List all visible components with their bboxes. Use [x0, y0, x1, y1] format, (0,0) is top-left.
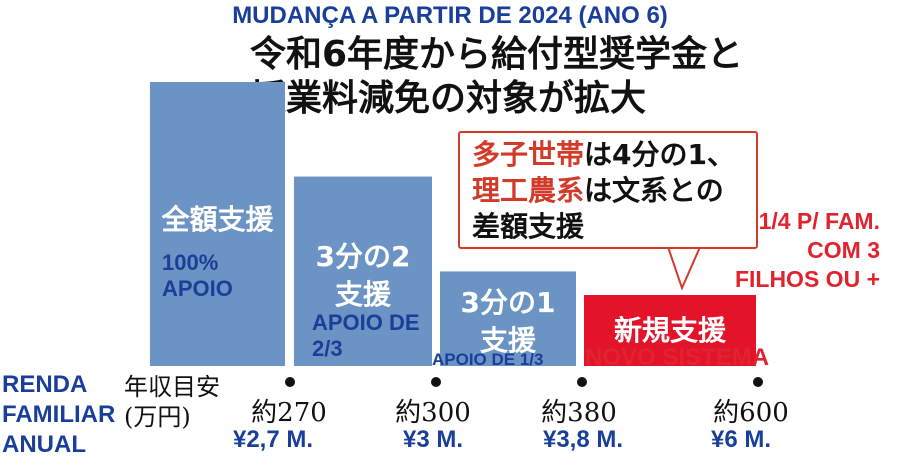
tick-label-pt-270: ¥2,7 M.: [232, 426, 314, 453]
tick-dot-0: [285, 377, 295, 387]
bar-label-jp-full: 全額支援: [161, 203, 274, 236]
bar-3: [584, 295, 756, 366]
bar-label-pt-full: 100% APOIO: [162, 250, 233, 301]
callout-translation: 1/4 P/ FAM. COM 3 FILHOS OU +: [734, 208, 880, 292]
tick-dot-2: [577, 377, 587, 387]
callout-pointer: [667, 246, 701, 291]
bar-label-jp-two-thirds: 3分の2 支援: [315, 240, 411, 311]
bar-label-pt-new: NOVO SISTEMA: [585, 344, 770, 371]
x-axis-label-pt: RENDA FAMILIAR ANUAL: [2, 371, 116, 458]
bar-2: [440, 271, 576, 366]
tick-label-jp-270: 約270: [251, 398, 327, 428]
bar-1: [294, 176, 432, 366]
tick-label-jp-600: 約600: [713, 398, 789, 428]
bar-0: [150, 82, 285, 366]
callout-line2: 理工農系は文系との: [472, 174, 724, 207]
title-pt: MUDANÇA A PARTIR DE 2024 (ANO 6): [232, 2, 668, 29]
bar-label-jp-new: 新規支援: [613, 314, 726, 347]
bar-label-pt-one-third: APOIO DE 1/3: [432, 350, 544, 369]
tick-label-pt-600: ¥6 M.: [710, 426, 772, 453]
bar-label-jp-one-third: 3分の1 支援: [460, 286, 556, 357]
tick-label-jp-300: 約300: [395, 398, 471, 428]
callout-line3: 差額支援: [472, 210, 585, 243]
tick-label-pt-380: ¥3,8 M.: [542, 426, 624, 453]
callout-box: 多子世帯は4分の1、 理工農系は文系との 差額支援: [458, 131, 758, 249]
tick-label-jp-380: 約380: [541, 398, 617, 428]
tick-dot-1: [431, 377, 441, 387]
tick-label-pt-300: ¥3 M.: [402, 426, 464, 453]
x-axis-label-jp: 年収目安 (万円): [124, 373, 220, 431]
bar-label-pt-two-thirds: APOIO DE 2/3: [312, 310, 420, 361]
title-jp-line2: 授業料減免の対象が拡大: [250, 78, 647, 119]
callout-line1: 多子世帯は4分の1、: [472, 138, 735, 171]
tick-dot-3: [753, 377, 763, 387]
title-jp-line1: 令和6年度から給付型奨学金と: [250, 34, 744, 75]
